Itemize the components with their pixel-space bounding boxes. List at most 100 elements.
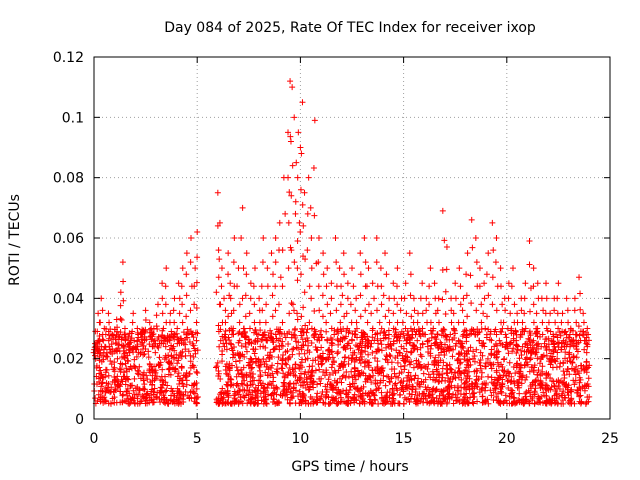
data-point [447, 331, 454, 338]
data-point [380, 372, 387, 379]
data-point [497, 400, 504, 407]
data-point [194, 228, 201, 235]
data-point [455, 387, 462, 394]
data-point [234, 380, 241, 387]
data-point [463, 292, 470, 299]
data-point [527, 342, 534, 349]
data-point [95, 346, 102, 353]
data-point [294, 265, 301, 272]
data-point [253, 330, 260, 337]
data-point [183, 334, 190, 341]
data-point [534, 371, 541, 378]
data-point [235, 265, 242, 272]
data-point [513, 349, 520, 356]
data-point [161, 397, 168, 404]
data-point [476, 265, 483, 272]
data-point [335, 367, 342, 374]
data-point [287, 388, 294, 395]
data-point [182, 352, 189, 359]
data-point [357, 351, 364, 358]
data-point [137, 398, 144, 405]
data-point [305, 342, 312, 349]
data-point [380, 292, 387, 299]
data-point [176, 388, 183, 395]
data-point [535, 340, 542, 347]
data-point [297, 186, 304, 193]
data-point [334, 379, 341, 386]
data-point [361, 235, 368, 241]
data-point [577, 306, 584, 313]
data-point [364, 359, 371, 366]
data-point [114, 355, 121, 362]
data-point [538, 379, 545, 386]
data-point [577, 385, 584, 392]
data-point [300, 253, 307, 260]
data-point [419, 390, 426, 397]
data-point [293, 159, 300, 166]
data-point [246, 369, 253, 376]
data-point [351, 349, 358, 356]
data-point [131, 356, 138, 363]
data-point [261, 389, 268, 396]
data-point [252, 327, 259, 334]
data-point [370, 372, 377, 379]
data-point [331, 377, 338, 384]
data-point [492, 385, 499, 392]
data-point [248, 398, 255, 405]
data-point [225, 250, 232, 257]
data-point [543, 336, 550, 343]
data-point [460, 331, 467, 338]
data-point [271, 389, 278, 396]
data-point [543, 352, 550, 359]
data-point [583, 334, 590, 341]
data-point [242, 392, 249, 399]
data-point [297, 370, 304, 377]
data-point [289, 351, 296, 358]
data-point [419, 325, 426, 332]
data-point [306, 283, 313, 290]
data-point [231, 392, 238, 399]
data-point [308, 372, 315, 379]
data-point [413, 357, 420, 364]
data-point [353, 319, 360, 326]
data-point [444, 399, 451, 406]
data-point [281, 380, 288, 387]
data-point [186, 395, 193, 402]
data-point [177, 375, 184, 382]
data-point [402, 325, 409, 332]
data-point [242, 313, 249, 320]
data-point [483, 334, 490, 341]
data-point [155, 333, 162, 340]
data-point [348, 397, 355, 404]
data-point [304, 381, 311, 388]
data-point [555, 377, 562, 384]
data-point [583, 340, 590, 347]
data-point [505, 295, 512, 302]
data-point [539, 354, 546, 361]
data-point [426, 301, 433, 308]
data-point [270, 395, 277, 402]
data-point [179, 319, 186, 326]
data-point [554, 295, 561, 302]
data-point [319, 313, 326, 320]
data-point [383, 344, 390, 351]
data-point [489, 274, 496, 281]
data-point [343, 333, 350, 340]
data-point [490, 389, 497, 396]
data-point [372, 397, 379, 404]
data-point [365, 265, 372, 272]
data-point [239, 381, 246, 388]
data-point [361, 331, 368, 338]
data-point [310, 400, 317, 407]
data-point [347, 400, 354, 407]
data-point [186, 370, 193, 377]
data-point [126, 366, 133, 373]
data-point [264, 337, 271, 344]
data-point [428, 342, 435, 349]
data-point [139, 392, 146, 399]
data-point [249, 358, 256, 365]
data-point [302, 322, 309, 329]
data-point [286, 189, 293, 196]
data-point [481, 295, 488, 302]
data-point [175, 394, 182, 401]
